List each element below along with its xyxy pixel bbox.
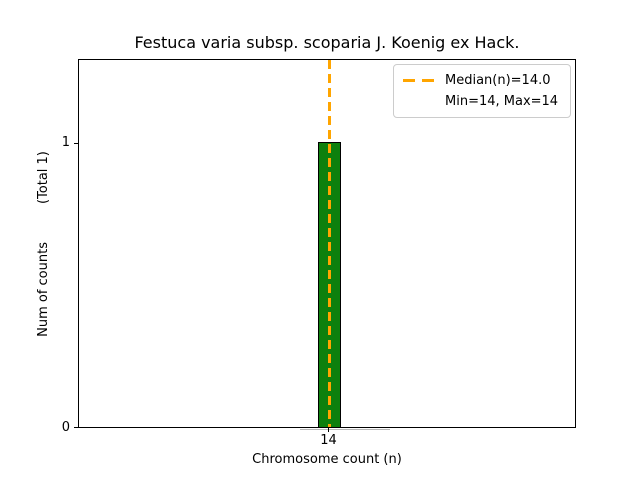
legend-label-median: Median(n)=14.0	[445, 73, 551, 88]
legend-entry-minmax: Min=14, Max=14	[403, 91, 562, 112]
y-axis-label: Num of counts (Total 1)	[35, 59, 53, 428]
baseline-segment	[300, 429, 390, 430]
x-tick-label-14: 14	[320, 433, 337, 448]
plot-area: Median(n)=14.0 Min=14, Max=14	[78, 59, 576, 428]
y-tick-mark-1	[74, 143, 78, 144]
y-axis-label-main: Num of counts	[36, 241, 52, 337]
y-tick-mark-0	[74, 427, 78, 428]
legend: Median(n)=14.0 Min=14, Max=14	[393, 64, 571, 118]
median-dashed-line	[328, 60, 331, 427]
y-axis-label-text: Num of counts (Total 1)	[36, 151, 52, 337]
x-tick-mark-14	[328, 428, 329, 432]
legend-spacer	[403, 100, 436, 103]
orange-dashed-line-icon	[403, 79, 436, 82]
y-axis-label-total: (Total 1)	[36, 150, 52, 204]
legend-label-minmax: Min=14, Max=14	[445, 94, 559, 109]
x-axis-label: Chromosome count (n)	[252, 452, 402, 467]
y-tick-label-0: 0	[61, 420, 70, 435]
legend-entry-median: Median(n)=14.0	[403, 70, 562, 91]
y-tick-label-1: 1	[61, 135, 70, 150]
chart-title: Festuca varia subsp. scoparia J. Koenig …	[134, 33, 520, 52]
